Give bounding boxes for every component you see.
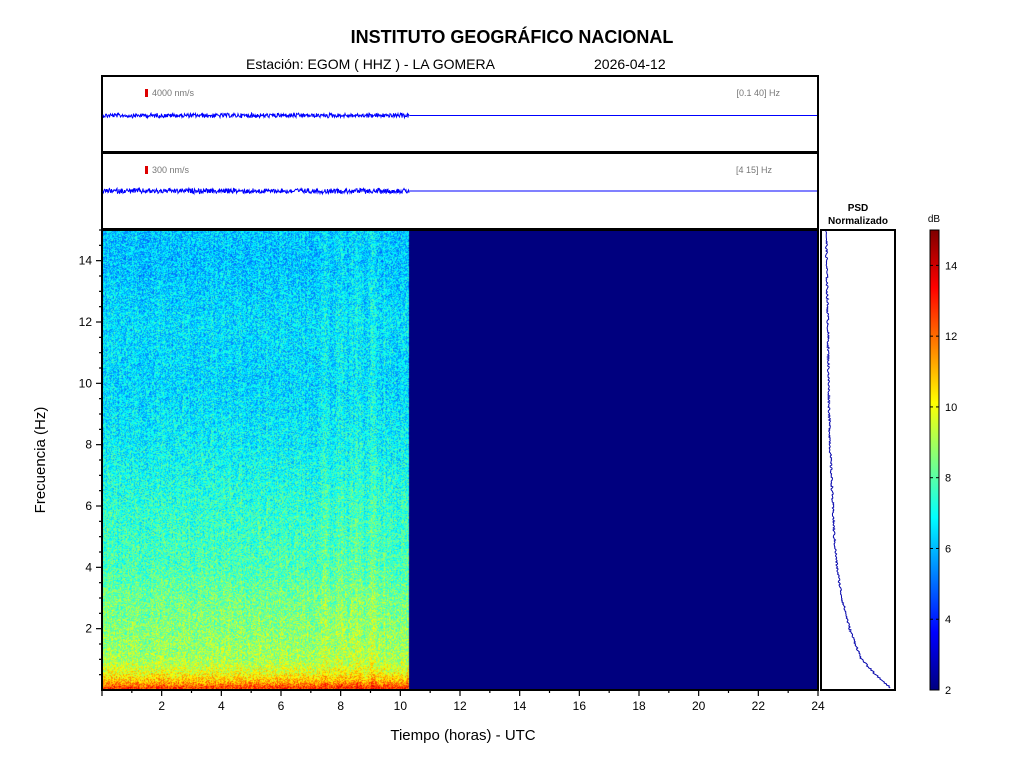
y-tick-label: 4	[85, 560, 92, 574]
trace-panel-filtered: 300 nm/s [4 15] Hz	[101, 152, 819, 230]
scale-bar-broadband	[145, 89, 148, 97]
amplitude-label-filtered: 300 nm/s	[152, 165, 190, 175]
x-tick-label: 8	[337, 699, 344, 713]
scale-bar-filtered	[145, 166, 148, 174]
colorbar-tick-label: 14	[945, 260, 957, 272]
psd-frame	[820, 229, 896, 691]
date-label: 2026-04-12	[594, 56, 666, 72]
station-label: Estación: EGOM ( HHZ ) - LA GOMERA	[246, 56, 495, 72]
chart-title: INSTITUTO GEOGRÁFICO NACIONAL	[350, 27, 674, 47]
colorbar: dB 2 4 6 8 10 12 14	[928, 214, 957, 697]
trace-line-broadband	[102, 111, 410, 120]
band-label-filtered: [4 15] Hz	[736, 165, 773, 175]
spectrogram-image	[102, 230, 818, 690]
x-tick-label: 10	[394, 699, 408, 713]
colorbar-bar	[929, 229, 940, 691]
y-axis-label: Frecuencia (Hz)	[32, 407, 49, 514]
y-axis: 2 4 6 8 10 12 14	[79, 229, 102, 676]
y-tick-label: 8	[85, 438, 92, 452]
colorbar-tick-label: 2	[945, 685, 951, 697]
y-tick-label: 12	[79, 315, 93, 329]
x-tick-label: 14	[513, 699, 527, 713]
amplitude-label-broadband: 4000 nm/s	[152, 88, 195, 98]
psd-title-line1: PSD	[848, 203, 869, 214]
colorbar-tick-label: 6	[945, 543, 951, 555]
x-tick-label: 22	[752, 699, 766, 713]
x-tick-label: 2	[158, 699, 165, 713]
trace-panel-broadband: 4000 nm/s [0.1 40] Hz	[101, 75, 819, 153]
x-tick-label: 6	[278, 699, 285, 713]
psd-title-line2: Normalizado	[828, 216, 888, 227]
x-tick-label: 4	[218, 699, 225, 713]
colorbar-label: dB	[928, 214, 941, 225]
psd-panel: PSD Normalizado	[820, 203, 896, 691]
x-tick-label: 20	[692, 699, 706, 713]
x-tick-label: 18	[632, 699, 646, 713]
x-tick-label: 12	[453, 699, 467, 713]
x-tick-label: 24	[811, 699, 825, 713]
band-label-broadband: [0.1 40] Hz	[736, 88, 780, 98]
colorbar-tick-label: 10	[945, 402, 957, 414]
colorbar-tick-label: 4	[945, 614, 951, 626]
y-tick-label: 6	[85, 499, 92, 513]
x-axis-label: Tiempo (horas) - UTC	[390, 727, 535, 744]
trace-panel-broadband-frame	[101, 75, 819, 153]
y-tick-label: 10	[79, 376, 93, 390]
trace-line-filtered	[102, 186, 410, 196]
colorbar-ticks: 2 4 6 8 10 12 14	[930, 260, 957, 697]
x-axis: 2 4 6 8 10 12 14 16 18 20 22 24	[101, 690, 825, 713]
colorbar-tick-label: 8	[945, 473, 951, 485]
y-tick-label: 14	[79, 254, 93, 268]
psd-line	[824, 230, 891, 689]
x-tick-label: 16	[573, 699, 587, 713]
y-tick-label: 2	[85, 622, 92, 636]
colorbar-tick-label: 12	[945, 331, 957, 343]
